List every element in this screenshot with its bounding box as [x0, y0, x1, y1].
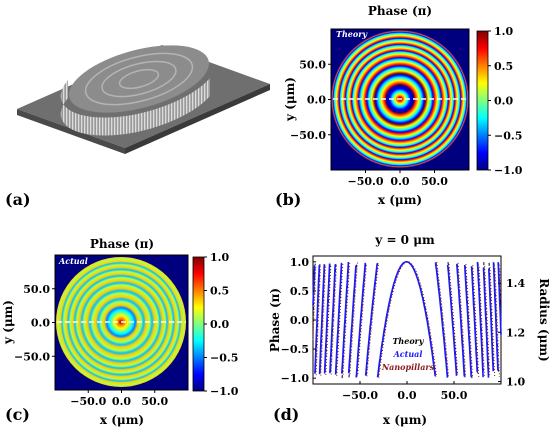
x-tick-label: −50.0	[347, 175, 383, 188]
colorbar-tick-label: 1.0	[494, 25, 513, 38]
x-tick-label: 50.0	[421, 175, 448, 188]
pillar-ring	[101, 60, 177, 98]
panel-b-xlabel: x (μm)	[378, 193, 422, 207]
panel-d-ylabel-right: Radius (μm)	[537, 278, 550, 361]
x-tick-label: 0.0	[397, 389, 416, 402]
pillar-ring	[84, 52, 194, 106]
y-tick-label: 50.0	[299, 58, 326, 71]
colorbar-tick-label: 0.5	[210, 285, 229, 298]
panel-label-d: (d)	[273, 405, 299, 424]
panel-c-inset-label: Actual	[58, 256, 88, 266]
panel-d-title: y = 0 μm	[374, 233, 435, 247]
y-tick-label: 1.0	[290, 256, 309, 269]
panel-c-title: Phase (π)	[90, 237, 154, 251]
y-tick-label: 50.0	[23, 283, 50, 296]
panel-b: Phase (π) Theory −50.0 0.0 50.0 50.0 0.0 −50.…	[283, 4, 523, 207]
x-tick-label: 50.0	[141, 395, 168, 408]
y-tick-label: −1.0	[281, 372, 310, 385]
panel-b-ylabel: y (μm)	[283, 77, 297, 122]
y-tick-label: 0.5	[290, 285, 309, 298]
x-tick-label: 0.0	[112, 395, 131, 408]
colorbar-tick-label: −1.0	[210, 385, 239, 398]
x-tick-label: 50.0	[441, 389, 468, 402]
pillar-cylinder-wall	[60, 78, 210, 136]
legend-actual: Actual	[393, 349, 423, 359]
panel-label-a: (a)	[5, 190, 31, 209]
panel-a-metalens-illustration	[17, 45, 270, 154]
panel-c-ylabel: y (μm)	[1, 300, 15, 345]
colorbar-tick-label: −1.0	[494, 164, 523, 177]
y-tick-label: −50.0	[290, 129, 326, 142]
panel-c: Phase (π) Actual −50.0 0.0 50.0 50.0 0.0 −50.…	[1, 237, 239, 427]
legend-nanopillars: Nanopillars	[381, 362, 435, 372]
colorbar-tick-label: 0.0	[494, 95, 513, 108]
y-tick-label: 0.0	[307, 94, 326, 107]
y-right-tick-label: 1.4	[506, 277, 525, 290]
y-tick-label: 0.0	[290, 314, 309, 327]
x-tick-label: 0.0	[390, 175, 409, 188]
panel-d: y = 0 μm −50.0 0.0 50.0 1.0 0.5 0.0 −0.5 −1.0 1.…	[268, 233, 550, 427]
colorbar-tick-label: 0.5	[494, 60, 513, 73]
substrate-right-side	[125, 84, 270, 154]
panel-b-colorbar	[476, 30, 489, 171]
panel-c-xlabel: x (μm)	[100, 413, 144, 427]
colorbar-tick-label: 0.0	[210, 318, 229, 331]
y-right-tick-label: 1.0	[506, 376, 525, 389]
colorbar-tick-label: −0.5	[494, 129, 522, 142]
series-actual-line	[312, 261, 502, 378]
y-tick-label: 0.0	[31, 317, 50, 330]
panel-d-xlabel: x (μm)	[383, 413, 427, 427]
panel-label-b: (b)	[275, 190, 301, 209]
series-nanopillars-line	[312, 261, 502, 378]
colorbar-tick-label: −0.5	[210, 352, 238, 365]
y-right-tick-label: 1.2	[506, 326, 525, 339]
panel-c-colorbar	[192, 256, 205, 392]
y-tick-label: −0.5	[281, 343, 309, 356]
panel-label-c: (c)	[5, 405, 30, 424]
pillar-array-top	[69, 45, 209, 113]
legend-theory: Theory	[392, 336, 424, 346]
panel-b-title: Phase (π)	[368, 4, 432, 18]
x-tick-label: −50.0	[70, 395, 106, 408]
x-tick-label: −50.0	[342, 389, 378, 402]
y-tick-label: −50.0	[14, 350, 50, 363]
pillar-ring	[118, 68, 160, 90]
colorbar-tick-label: 1.0	[210, 251, 229, 264]
panel-d-ylabel: Phase (π)	[268, 288, 282, 352]
substrate-left-side	[17, 109, 125, 154]
panel-b-inset-label: Theory	[336, 29, 368, 39]
